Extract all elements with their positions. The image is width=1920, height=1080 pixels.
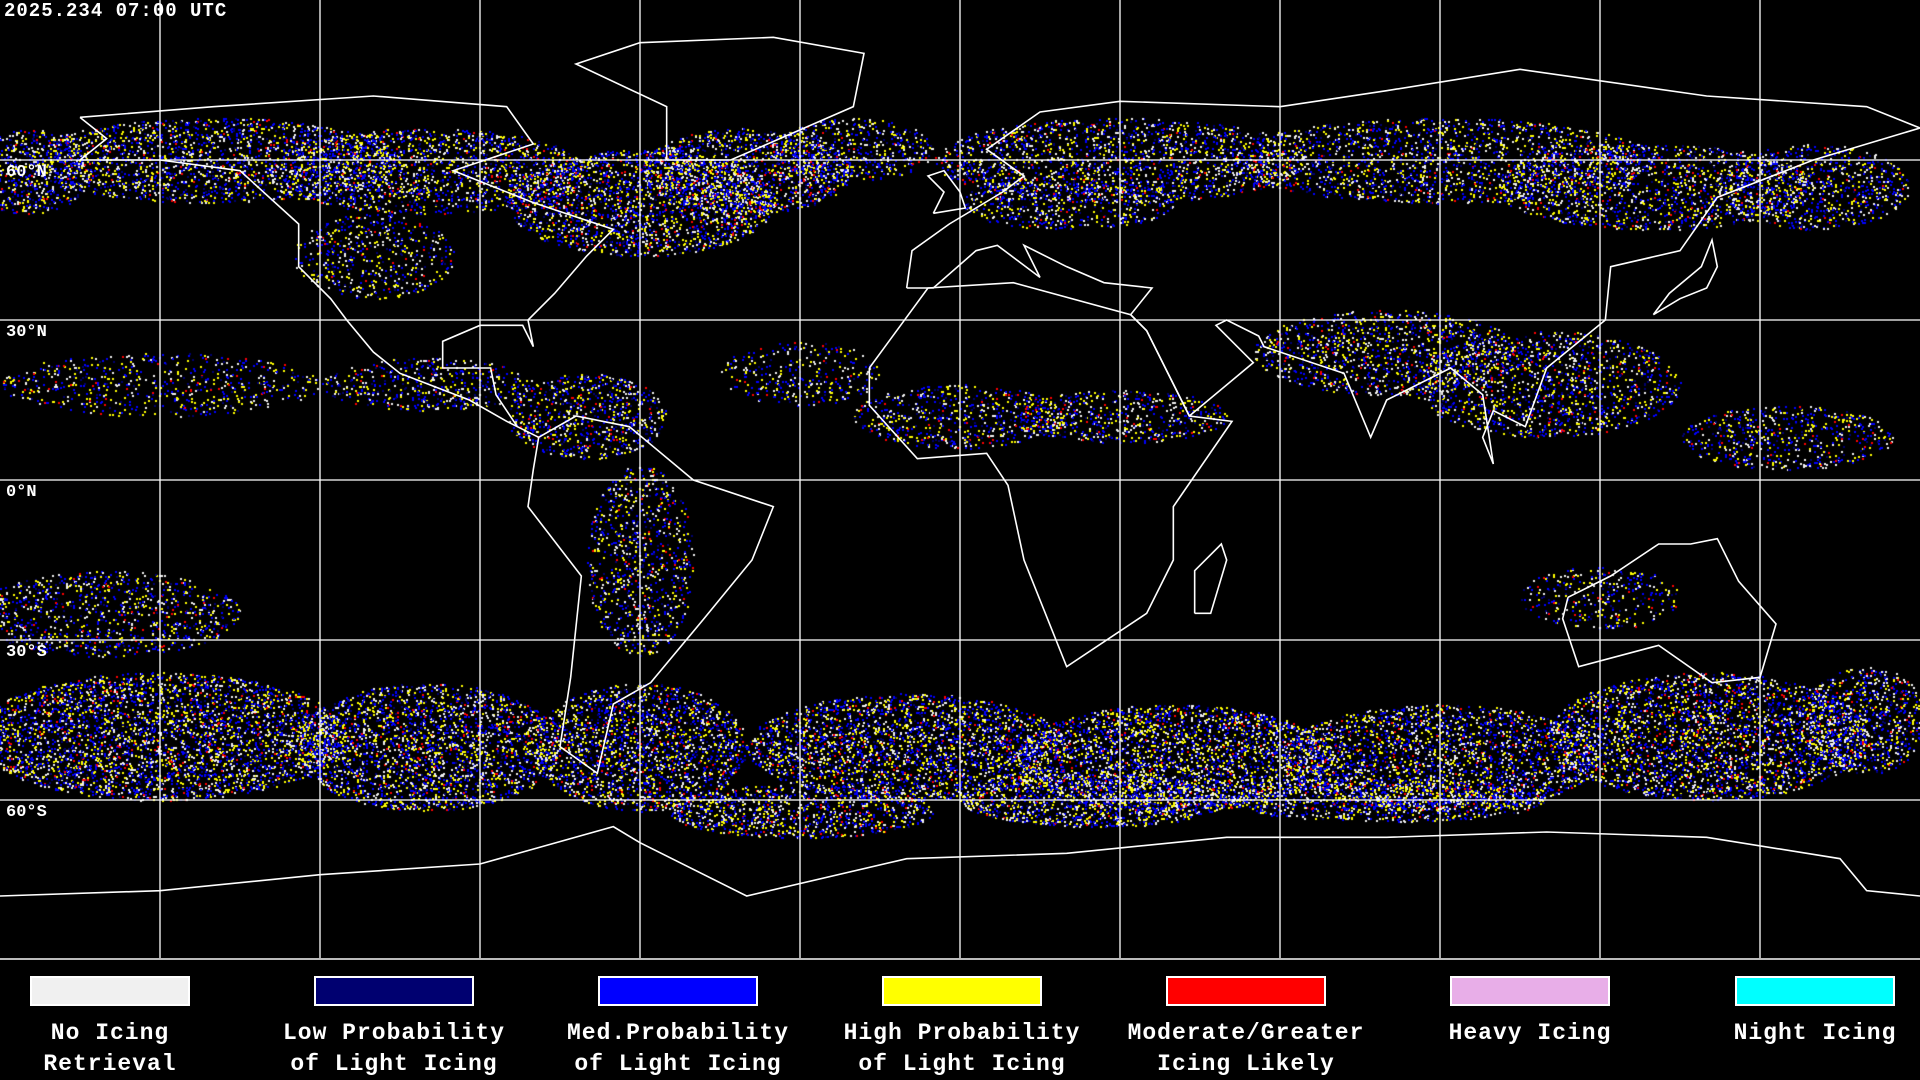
legend-label: Heavy Icing	[1448, 1020, 1612, 1046]
legend-label: High Probability	[843, 1020, 1081, 1046]
coastline-madagascar	[1193, 542, 1228, 615]
swatch	[882, 976, 1042, 1006]
legend-item-night-icing: Night Icing	[1673, 976, 1920, 1049]
swatch	[1166, 976, 1326, 1006]
swatch	[30, 976, 190, 1006]
coastline-japan	[1652, 237, 1719, 316]
coastline-africa	[868, 281, 1234, 668]
legend-item-med-probability: Med.Probability of Light Icing	[536, 976, 820, 1080]
legend-label: of Light Icing	[858, 1051, 1066, 1077]
map-overlay	[0, 0, 1920, 958]
legend-item-no-icing: No Icing Retrieval	[0, 976, 252, 1080]
swatch	[1735, 976, 1895, 1006]
coastline-greenland	[573, 36, 865, 161]
legend-label: Moderate/Greater	[1127, 1020, 1365, 1046]
legend-label: Night Icing	[1733, 1020, 1897, 1046]
legend-label: Icing Likely	[1157, 1051, 1335, 1077]
lat-label-0n: 0°N	[6, 483, 37, 502]
legend-item-low-probability: Low Probability of Light Icing	[252, 976, 536, 1080]
lat-label-60n: 60°N	[6, 163, 47, 182]
coastline-south-america	[527, 415, 775, 775]
legend: No Icing Retrieval Low Probability of Li…	[0, 960, 1920, 1080]
timestamp: 2025.234 07:00 UTC	[4, 0, 228, 22]
coastline-uk	[926, 169, 967, 215]
lat-label-60s: 60°S	[6, 803, 47, 822]
legend-label: Low Probability	[282, 1020, 506, 1046]
legend-item-heavy-icing: Heavy Icing	[1388, 976, 1672, 1049]
legend-item-moderate-greater: Moderate/Greater Icing Likely	[1104, 976, 1388, 1080]
legend-label: No Icing	[50, 1020, 170, 1046]
lat-label-30n: 30°N	[6, 323, 47, 342]
coastline-australia	[1561, 537, 1777, 684]
swatch	[314, 976, 474, 1006]
coastline-antarctica	[0, 825, 1920, 897]
swatch	[598, 976, 758, 1006]
legend-separator	[0, 958, 1920, 960]
legend-item-high-probability: High Probability of Light Icing	[820, 976, 1104, 1080]
lat-label-30s: 30°S	[6, 643, 47, 662]
swatch	[1450, 976, 1610, 1006]
coastlines	[0, 36, 1920, 897]
legend-label: Retrieval	[43, 1051, 177, 1077]
gridlines	[0, 0, 1920, 958]
legend-label: Med.Probability	[566, 1020, 790, 1046]
icing-map: 2025.234 07:00 UTC 60°N 30°N 0°N 30°S 60…	[0, 0, 1920, 958]
legend-label: of Light Icing	[290, 1051, 498, 1077]
legend-label: of Light Icing	[574, 1051, 782, 1077]
coastline-eurasia	[905, 68, 1920, 465]
